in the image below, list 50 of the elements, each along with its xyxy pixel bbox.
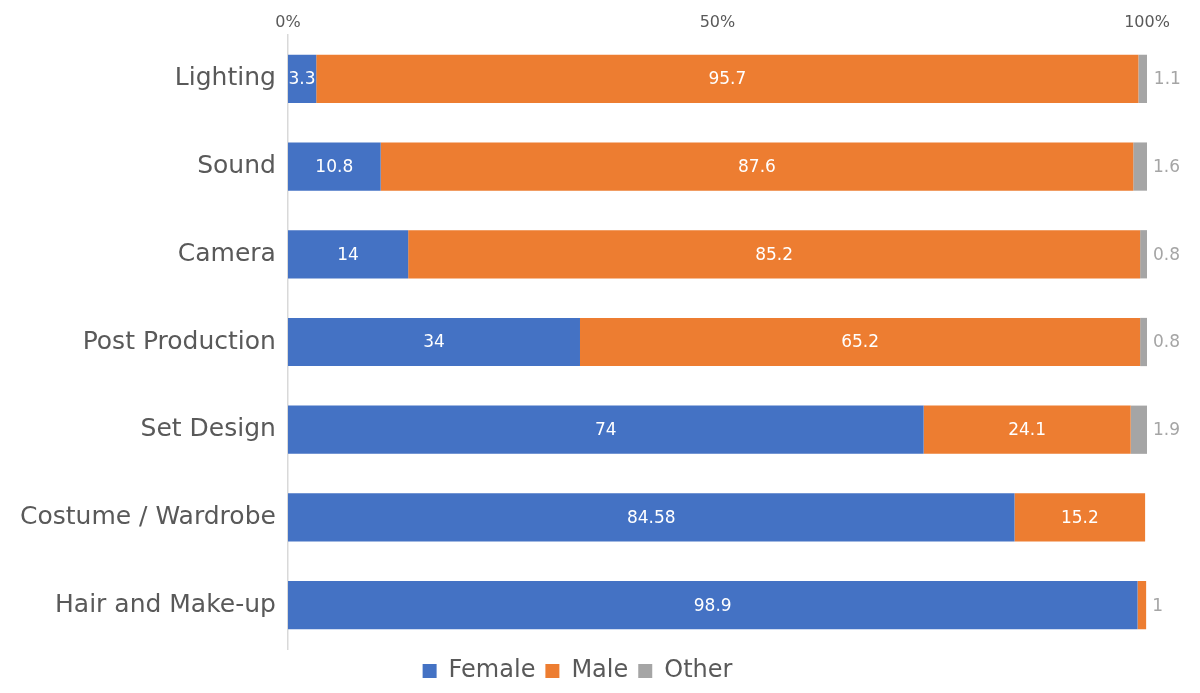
data-label: 0.8 [1153, 331, 1181, 352]
data-label: 84.58 [626, 506, 676, 527]
y-tick-label: Set Design [140, 413, 276, 443]
bar [316, 54, 1139, 103]
bar [287, 493, 1015, 542]
bar [923, 405, 1131, 454]
x-tick-label: 100% [1124, 11, 1170, 31]
bar [1133, 142, 1147, 191]
data-label: 1.6 [1153, 155, 1181, 176]
data-label: 1 [1152, 594, 1163, 615]
bar [287, 230, 409, 279]
data-label: 87.6 [738, 155, 776, 176]
bar [1137, 581, 1147, 630]
data-label: 14 [337, 243, 359, 264]
y-tick-label: Sound [197, 150, 276, 180]
legend-label: Other [664, 655, 733, 684]
legend-label: Male [571, 655, 629, 684]
data-label: 10.8 [315, 155, 354, 176]
data-label: 74 [594, 419, 617, 440]
bar [1138, 54, 1147, 103]
bar [380, 142, 1134, 191]
y-tick-label: Lighting [174, 62, 276, 92]
bar [287, 581, 1138, 630]
bar [408, 230, 1141, 279]
bar [287, 142, 381, 191]
data-label: 24.1 [1008, 419, 1047, 440]
bar [287, 405, 924, 454]
bar [1014, 493, 1146, 542]
data-label: 0.8 [1153, 243, 1181, 264]
y-tick-label: Camera [177, 237, 276, 267]
bar [1140, 317, 1147, 367]
legend-label: Female [448, 655, 536, 684]
data-label: 98.9 [693, 594, 732, 615]
bar [287, 317, 580, 367]
y-tick-label: Hair and Make-up [55, 588, 276, 618]
data-label: 15.2 [1060, 506, 1099, 527]
data-label: 34 [423, 331, 445, 352]
data-label: 65.2 [841, 331, 879, 352]
data-label: 95.7 [708, 68, 747, 89]
bar [1130, 405, 1147, 454]
data-label: 1.1 [1153, 68, 1181, 89]
bar [1140, 230, 1147, 279]
x-tick-label: 0% [275, 11, 301, 31]
x-tick-label: 50% [699, 11, 736, 31]
data-label: 1.9 [1153, 419, 1181, 440]
y-tick-label: Post Production [82, 325, 276, 355]
y-tick-label: Costume / Wardrobe [19, 500, 276, 530]
data-label: 3.3 [288, 68, 316, 89]
data-label: 85.2 [755, 243, 794, 264]
bar [579, 317, 1141, 367]
